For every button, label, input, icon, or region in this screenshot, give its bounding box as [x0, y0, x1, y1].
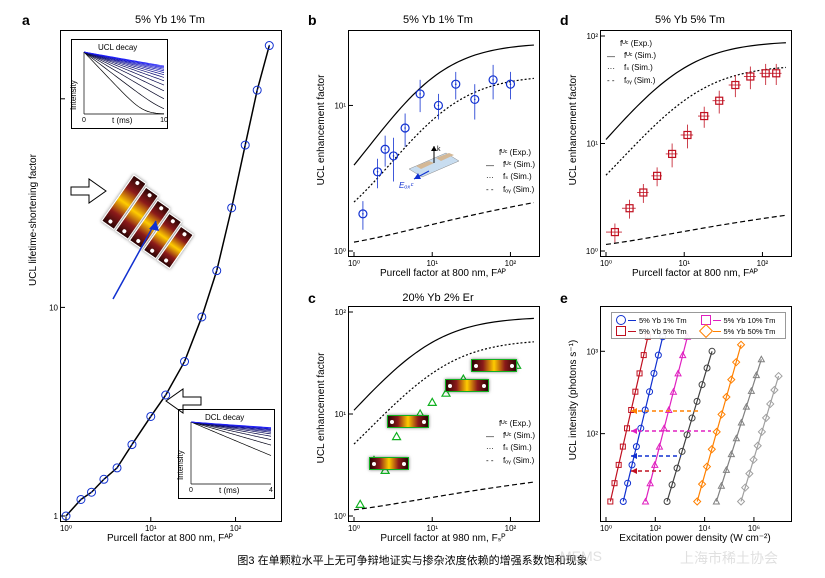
panel-d-xlabel: Purcell factor at 800 nm, Fᴬᴾ [600, 268, 790, 279]
panel-e-plot: 10⁰10²10⁴10⁶10²10³ 5% Yb 1% Tm5% Yb 10% … [600, 306, 792, 522]
svg-text:k: k [437, 146, 441, 153]
svg-text:10⁰: 10⁰ [586, 247, 598, 256]
svg-text:10¹: 10¹ [678, 259, 690, 268]
inset-dcl-title: DCL decay [205, 413, 244, 422]
panel-d-legend: fᵁᶜ (Exp.)—fᵁᶜ (Sim.)···fₛ (Sim.)- -fₒᵧ … [607, 37, 656, 87]
panel-a-ylabel: UCL lifetime-shortening factor [28, 30, 39, 410]
svg-text:10³: 10³ [586, 347, 598, 356]
svg-text:10⁰: 10⁰ [348, 259, 360, 268]
panel-d-label: d [560, 12, 569, 28]
panel-a-label: a [22, 12, 30, 28]
panel-b-eoxc-label: Eₒₓᶜ [399, 181, 413, 190]
inset-ucl-xlabel: t (ms) [112, 116, 132, 125]
svg-text:10: 10 [160, 117, 167, 124]
svg-text:10¹: 10¹ [426, 259, 438, 268]
svg-text:10²: 10² [586, 32, 598, 41]
svg-text:10: 10 [49, 303, 58, 312]
svg-text:10²: 10² [757, 259, 769, 268]
panel-c-label: c [308, 290, 316, 306]
panel-b-plot: 10⁰10¹10²10⁰10¹ fᵁᶜ (Exp.)—fᵁᶜ (Sim.)···… [348, 30, 540, 257]
panel-e-xlabel: Excitation power density (W cm⁻²) [600, 533, 790, 544]
svg-text:4: 4 [269, 487, 273, 494]
inset-dcl-ylabel: Intensity [176, 450, 185, 480]
panel-d-ylabel: UCL enhancement factor [568, 30, 579, 230]
watermark-mems: MEMS [560, 548, 602, 564]
panel-b-xlabel: Purcell factor at 800 nm, Fᴬᴾ [348, 268, 538, 279]
panel-c-title: 20% Yb 2% Er [348, 292, 528, 304]
panel-a-inset-dcl: 0 4 DCL decay t (ms) Intensity [178, 409, 275, 499]
svg-text:10⁰: 10⁰ [600, 259, 612, 268]
svg-text:0: 0 [189, 487, 193, 494]
svg-text:10²: 10² [650, 524, 662, 533]
inset-ucl-ylabel: Intensity [69, 80, 78, 110]
svg-text:10⁴: 10⁴ [698, 524, 711, 533]
panel-b-label: b [308, 12, 317, 28]
svg-text:10²: 10² [505, 524, 517, 533]
panel-b-ylabel: UCL enhancement factor [316, 30, 327, 230]
panel-b-chip-diagram: k [404, 141, 464, 186]
svg-text:10⁶: 10⁶ [748, 524, 760, 533]
panel-a-inset-ucl: 0 10 UCL decay t (ms) Intensity [71, 39, 168, 129]
svg-text:10¹: 10¹ [586, 140, 598, 149]
panel-b-title: 5% Yb 1% Tm [348, 14, 528, 26]
panel-b-legend: fᵁᶜ (Exp.)—fᵁᶜ (Sim.)···fₛ (Sim.)- -fₒᵧ … [486, 146, 535, 196]
panel-a-title: 5% Yb 1% Tm [70, 14, 270, 26]
svg-text:10²: 10² [230, 524, 242, 533]
inset-dcl-xlabel: t (ms) [219, 486, 239, 495]
svg-text:10²: 10² [505, 259, 517, 268]
svg-text:10⁰: 10⁰ [60, 524, 72, 533]
svg-text:10¹: 10¹ [334, 410, 346, 419]
svg-text:10¹: 10¹ [426, 524, 438, 533]
svg-text:1: 1 [54, 512, 59, 521]
panel-d-plot: 10⁰10¹10²10⁰10¹10² fᵁᶜ (Exp.)—fᵁᶜ (Sim.)… [600, 30, 792, 257]
panel-c-xlabel: Purcell factor at 980 nm, Fₛᴾ [348, 533, 538, 544]
svg-text:10¹: 10¹ [145, 524, 157, 533]
svg-text:10⁰: 10⁰ [600, 524, 612, 533]
panel-e-legend: 5% Yb 1% Tm5% Yb 10% Tm5% Yb 5% Tm5% Yb … [611, 312, 786, 339]
svg-text:0: 0 [82, 117, 86, 124]
svg-text:10⁰: 10⁰ [334, 512, 346, 521]
panel-a-xlabel: Purcell factor at 800 nm, Fᴬᴾ [60, 533, 280, 544]
inset-ucl-title: UCL decay [98, 43, 137, 52]
svg-text:10²: 10² [334, 308, 346, 317]
panel-c-ylabel: UCL enhancement factor [316, 308, 327, 508]
svg-text:10²: 10² [586, 430, 598, 439]
panel-e-ylabel: UCL intensity (photons s⁻¹) [568, 300, 579, 500]
panel-a-plot: 10⁰10¹10²110 010 UCL decay t (ms) Intens… [60, 30, 282, 522]
panel-c-plot: 10⁰10¹10²10⁰10¹10² fᵁᶜ (Exp.)—fᵁᶜ (Sim.)… [348, 306, 540, 522]
figure-container: a 5% Yb 1% Tm UCL lifetime-shortening fa… [0, 0, 825, 578]
svg-text:10⁰: 10⁰ [334, 247, 346, 256]
watermark-assoc: 上海市稀土协会 [680, 548, 778, 568]
svg-text:10¹: 10¹ [334, 101, 346, 110]
panel-d-title: 5% Yb 5% Tm [600, 14, 780, 26]
panel-e-label: e [560, 290, 568, 306]
svg-text:10⁰: 10⁰ [348, 524, 360, 533]
panel-c-legend: fᵁᶜ (Exp.)—fᵁᶜ (Sim.)···fₛ (Sim.)- -fₒᵧ … [486, 417, 535, 467]
